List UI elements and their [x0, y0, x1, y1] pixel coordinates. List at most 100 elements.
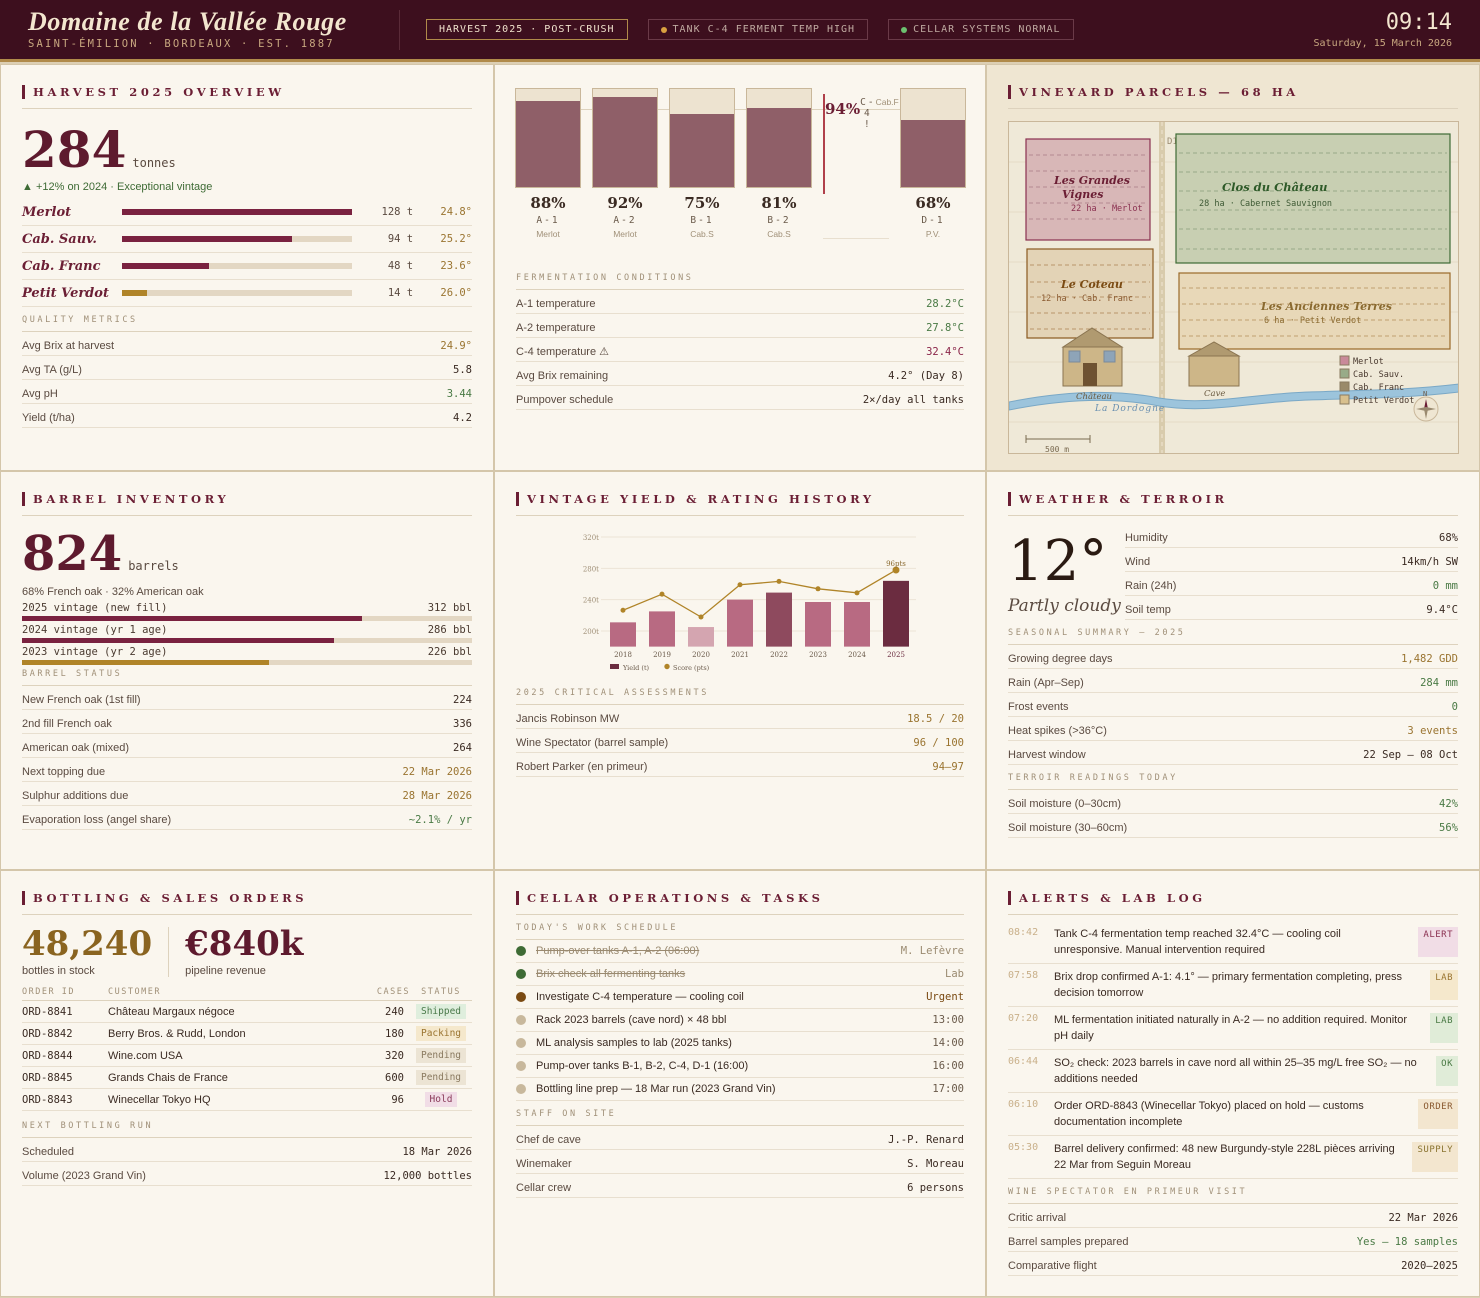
- staff-list: Chef de cave J.-P. Renard Winemaker S. More…: [516, 1126, 964, 1198]
- alert-text: ML fermentation initiated naturally in A…: [1054, 1014, 1408, 1042]
- alert-entry[interactable]: 07:20 ML fermentation initiated naturally…: [1008, 1007, 1458, 1050]
- row-label: Barrel samples prepared: [1008, 1235, 1129, 1248]
- order-row[interactable]: ORD-8843 Winecellar Tokyo HQ 96 Hold: [22, 1088, 472, 1111]
- kv-row: Next topping due 22 Mar 2026: [22, 758, 472, 782]
- vintage-bars: 2025 vintage (new fill) 312 bbl 2024 vinta…: [22, 602, 472, 665]
- task-item[interactable]: Bottling line prep — 18 Mar run (2023 Gr…: [516, 1078, 964, 1101]
- tank-gauge[interactable]: 92% A-2 Merlot: [592, 88, 658, 239]
- compass-icon: N: [1413, 390, 1439, 422]
- bottling-sales-panel: BOTTLING & SALES ORDERS 48,240 bottles i…: [0, 870, 494, 1297]
- alert-tag: LAB: [1430, 970, 1458, 1000]
- barrel-total: 824: [22, 526, 123, 582]
- row-value: 28 Mar 2026: [402, 789, 472, 802]
- variety-row[interactable]: Merlot 128 t 24.8°: [22, 199, 472, 226]
- task-item[interactable]: ML analysis samples to lab (2025 tanks) 1…: [516, 1032, 964, 1055]
- order-row[interactable]: ORD-8842 Berry Bros. & Rudd, London 180 Pac…: [22, 1022, 472, 1045]
- variety-bar: [121, 236, 353, 242]
- parcel-les-anciennes-terres[interactable]: Les Anciennes Terres 6 ha · Petit Verdot: [1178, 272, 1451, 350]
- tank-gauge[interactable]: 68% D-1 P.V.: [900, 88, 966, 239]
- vintage-row-text: 2025 vintage (new fill) 312 bbl: [22, 602, 472, 614]
- tank-alert-pill[interactable]: TANK C-4 FERMENT TEMP HIGH: [647, 19, 869, 40]
- task-item[interactable]: Investigate C-4 temperature — cooling co…: [516, 986, 964, 1009]
- parcel-name: Les Anciennes Terres: [1260, 300, 1392, 313]
- season-label: HARVEST 2025 · POST-CRUSH: [439, 24, 615, 35]
- kv-row: Scheduled 18 Mar 2026: [22, 1138, 472, 1162]
- parcel-les-grandes-vignes[interactable]: Les Grandes Vignes 22 ha · Merlot: [1025, 138, 1151, 241]
- legend-swatch: [1339, 355, 1350, 366]
- row-label: Sulphur additions due: [22, 789, 129, 802]
- alert-entry[interactable]: 05:30 Barrel delivery confirmed: 48 new B…: [1008, 1136, 1458, 1179]
- alert-entry[interactable]: 06:44 SO₂ check: 2023 barrels in cave nor…: [1008, 1050, 1458, 1093]
- chateau-building[interactable]: [1061, 327, 1124, 387]
- variety-name: Merlot: [22, 204, 72, 220]
- x-tick-label: 2019: [653, 651, 671, 659]
- tank-gauge[interactable]: 75% B-1 Cab.S: [669, 88, 735, 239]
- legend-label: Cab. Franc: [1353, 383, 1404, 393]
- alert-entry[interactable]: 06:10 Order ORD-8843 (Winecellar Tokyo) p…: [1008, 1093, 1458, 1136]
- variety-row[interactable]: Petit Verdot 14 t 26.0°: [22, 280, 472, 307]
- vineyard-map[interactable]: D122 Les Grandes Vignes 22 ha · Merlot C…: [1008, 121, 1459, 454]
- tank-gauge[interactable]: 81% B-2 Cab.S: [746, 88, 812, 239]
- kv-row: Sulphur additions due 28 Mar 2026: [22, 782, 472, 806]
- cave-building[interactable]: [1187, 341, 1241, 387]
- row-value: 56%: [1439, 821, 1458, 834]
- tank-id: A-2: [613, 215, 637, 226]
- alert-entry[interactable]: 07:58 Brix drop confirmed A-1: 4.1° — pri…: [1008, 964, 1458, 1007]
- order-cases: 320: [360, 1044, 410, 1067]
- row-value: 6 persons: [907, 1181, 964, 1194]
- tank-gauge[interactable]: 88% A-1 Merlot: [515, 88, 581, 239]
- panel-title: WEATHER & TERROIR: [1008, 492, 1458, 506]
- kv-row: Growing degree days 1,482 GDD: [1008, 645, 1458, 669]
- yield-bar: [844, 601, 870, 647]
- tank-fill: [670, 113, 734, 187]
- order-row[interactable]: ORD-8841 Château Margaux négoce 240 Shipped: [22, 1000, 472, 1023]
- score-point: [659, 591, 665, 597]
- alert-tag: OK: [1436, 1056, 1458, 1086]
- y-tick-label: 320t: [583, 534, 599, 542]
- task-text: Investigate C-4 temperature — cooling co…: [536, 991, 744, 1003]
- task-text: Bottling line prep — 18 Mar run (2023 Gr…: [536, 1083, 776, 1095]
- vintage-bar: [22, 660, 472, 665]
- variety-brix: 24.8°: [440, 206, 472, 218]
- tank-fill: [593, 96, 657, 187]
- panel-title: HARVEST 2025 OVERVIEW: [22, 85, 472, 99]
- task-assignee: Lab: [945, 968, 964, 980]
- systems-status-pill[interactable]: CELLAR SYSTEMS NORMAL: [888, 19, 1074, 40]
- task-item[interactable]: Brix check all fermenting tanks Lab: [516, 963, 964, 986]
- tank-gauge[interactable]: 94% C-4 ! Cab.F: [823, 88, 899, 239]
- alert-time: 08:42: [1008, 927, 1039, 938]
- kv-row: Avg TA (g/L) 5.8: [22, 356, 472, 380]
- order-id: ORD-8843: [22, 1088, 108, 1111]
- chateau-label: Château: [1076, 391, 1112, 402]
- legend-swatch-yield: [610, 664, 619, 669]
- parcel-le-coteau[interactable]: Le Coteau 12 ha · Cab. Franc: [1026, 248, 1154, 339]
- warning-dot-icon: [660, 26, 667, 33]
- tank-percent: 94%: [825, 100, 861, 118]
- row-label: Comparative flight: [1008, 1259, 1097, 1272]
- order-row[interactable]: ORD-8844 Wine.com USA 320 Pending: [22, 1044, 472, 1067]
- column-header: STATUS: [410, 987, 472, 1001]
- task-item[interactable]: Pump-over tanks B-1, B-2, C-4, D-1 (16:0…: [516, 1055, 964, 1078]
- status-badge: Shipped: [415, 1004, 467, 1019]
- row-label: Wine Spectator (barrel sample): [516, 736, 669, 749]
- task-item[interactable]: Rack 2023 barrels (cave nord) × 48 bbl 13…: [516, 1009, 964, 1032]
- parcel-detail: 12 ha · Cab. Franc: [1041, 294, 1133, 304]
- kv-row: Comparative flight 2020–2025: [1008, 1252, 1458, 1276]
- order-row[interactable]: ORD-8845 Grands Chais de France 600 Pending: [22, 1066, 472, 1089]
- variety-bar: [121, 209, 353, 215]
- row-label: A-2 temperature: [516, 321, 596, 334]
- section-label: QUALITY METRICS: [22, 315, 472, 332]
- row-value: 4.2° (Day 8): [888, 369, 964, 382]
- task-assignee: 14:00: [932, 1037, 964, 1049]
- yield-bar: [766, 592, 792, 647]
- parcel-clos-du-chateau[interactable]: Clos du Château 28 ha · Cabernet Sauvign…: [1175, 133, 1451, 264]
- variety-row[interactable]: Cab. Franc 48 t 23.6°: [22, 253, 472, 280]
- alert-entry[interactable]: 08:42 Tank C-4 fermentation temp reached …: [1008, 921, 1458, 964]
- orders-table: ORDER ID CUSTOMER CASES STATUS ORD-8841 C…: [22, 987, 472, 1111]
- order-customer: Château Margaux négoce: [108, 1000, 360, 1023]
- task-item[interactable]: Pump-over tanks A-1, A-2 (06:00) M. Lefèv…: [516, 940, 964, 963]
- variety-row[interactable]: Cab. Sauv. 94 t 25.2°: [22, 226, 472, 253]
- order-status-cell: Shipped: [410, 1000, 472, 1023]
- row-value: 18 Mar 2026: [402, 1145, 472, 1158]
- yield-rating-chart: 200t 240t 280t 320t 2018 2019 2020 2021 2022 2023…: [583, 534, 916, 672]
